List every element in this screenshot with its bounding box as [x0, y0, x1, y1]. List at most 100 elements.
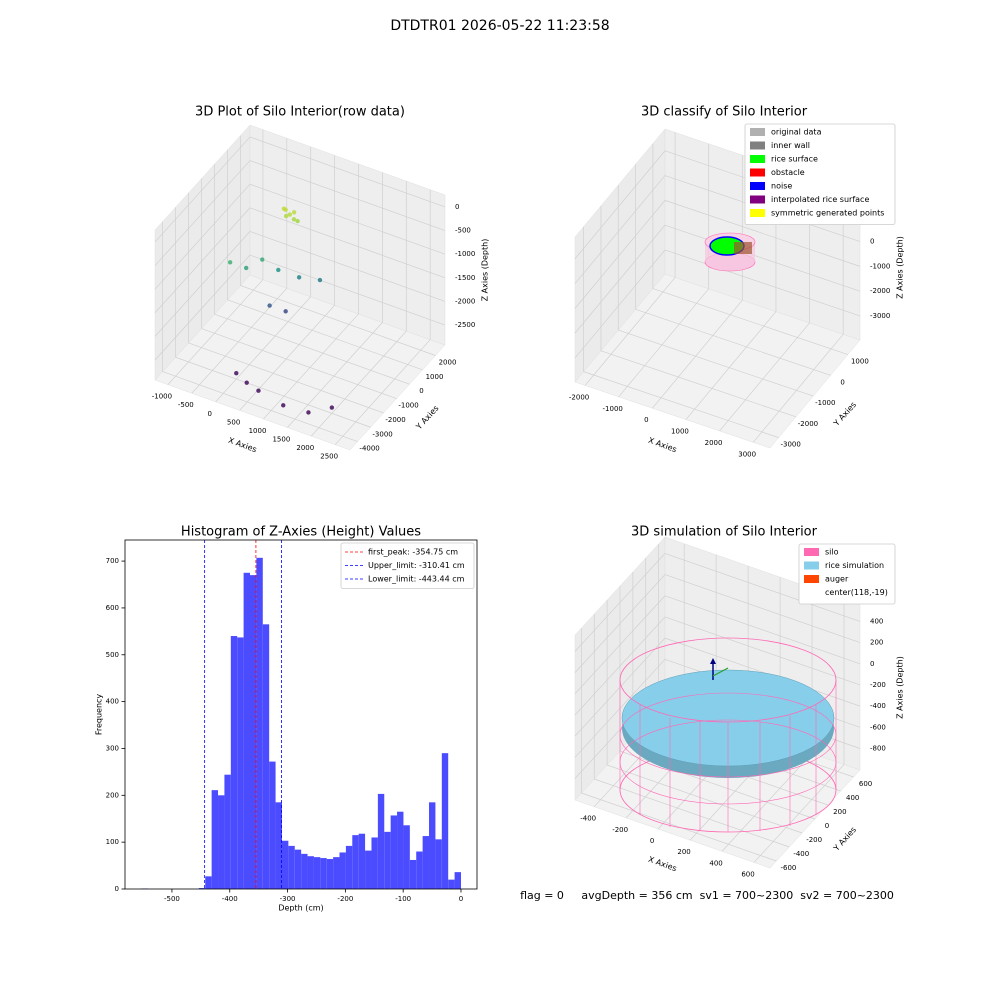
chart-title: 3D Plot of Silo Interior(row data)	[195, 105, 405, 120]
x-tick-label: 1500	[272, 436, 290, 444]
back-pane	[249, 124, 446, 346]
z-tick-label: -500	[455, 227, 471, 235]
bar	[390, 815, 398, 889]
x-tick-label: 0	[644, 416, 648, 424]
point	[287, 212, 293, 217]
silo-wireframe	[619, 680, 837, 832]
grid-line	[175, 356, 371, 428]
point	[291, 210, 297, 215]
z-tick-label: 200	[870, 639, 883, 647]
z-tick-label: -2500	[455, 321, 475, 329]
z-tick-label: -1500	[455, 274, 475, 282]
z-tick-label: 0	[455, 203, 459, 211]
silo-drawing	[619, 637, 837, 833]
grid-line	[618, 329, 814, 397]
z-tick-label: -1000	[870, 262, 890, 270]
y-tick-label: -2000	[385, 416, 405, 424]
figure-title: DTDTR01 2026-05-22 11:23:58	[390, 18, 609, 34]
z-tick-label: -2000	[870, 287, 890, 295]
grid-line	[635, 308, 831, 376]
bar	[256, 557, 263, 889]
y-tick-label: 0	[419, 387, 423, 395]
point	[243, 265, 249, 271]
bar	[294, 849, 302, 889]
z-axis-label: Z Axies (Depth)	[896, 236, 905, 299]
bar	[339, 852, 346, 889]
bar	[237, 637, 244, 889]
grid-line	[214, 313, 410, 385]
bar	[441, 753, 449, 889]
bar	[301, 853, 308, 889]
z-axis-label: Z Axies (Depth)	[896, 656, 905, 719]
z-tick-label: -400	[870, 702, 886, 710]
y-tick-label: 700	[106, 557, 119, 565]
point	[276, 267, 281, 273]
y-tick-label: 400	[846, 794, 859, 802]
legend-swatch	[750, 195, 765, 204]
x-tick-label: 2000	[296, 444, 314, 452]
status-text: flag = 0 avgDepth = 356 cm sv1 = 700~230…	[520, 889, 894, 902]
grid-line	[574, 616, 666, 716]
y-tick-label: 0	[825, 822, 829, 830]
grid-line	[574, 150, 666, 259]
bar	[230, 636, 238, 889]
bar	[269, 761, 276, 889]
point	[267, 303, 272, 308]
y-tick-label: -200	[806, 836, 822, 844]
grid-line	[583, 371, 779, 438]
y-tick-label: -400	[793, 850, 809, 858]
bar	[454, 872, 461, 889]
grid-line	[215, 296, 311, 403]
z-tick-label: -3000	[870, 312, 890, 320]
grid-line	[574, 574, 666, 673]
grid-line	[249, 136, 446, 208]
x-tick-label: 3000	[738, 450, 756, 458]
grid-line	[752, 334, 844, 443]
legend-label: symmetric generated points	[771, 209, 884, 218]
x-tick-label: 400	[709, 859, 722, 867]
y-tick-label: 100	[106, 838, 119, 846]
grid-line	[188, 342, 384, 414]
grid-line	[574, 175, 666, 284]
y-tick-label: -600	[780, 864, 796, 872]
x-tick-label: 500	[227, 418, 240, 426]
legend-swatch	[750, 209, 765, 217]
bar	[262, 624, 270, 889]
y-tick-label: 500	[106, 651, 119, 659]
legend-label: first_peak: -354.75 cm	[368, 548, 458, 557]
legend-label: inner wall	[771, 141, 810, 150]
x-tick-label: 0	[207, 410, 211, 418]
z-tick-label: -1000	[455, 250, 475, 258]
point	[283, 213, 289, 219]
legend-label: original data	[771, 128, 822, 137]
z-tick-label: 0	[870, 660, 874, 668]
auger-arm	[712, 667, 729, 677]
y-tick-label: -4000	[359, 445, 379, 453]
grid-line	[154, 254, 251, 361]
grid-line	[664, 616, 861, 686]
z-tick-label: -600	[870, 723, 886, 731]
legend-swatch	[804, 575, 819, 583]
legend-swatch	[750, 168, 765, 177]
grid-line	[607, 764, 803, 834]
bar	[358, 833, 366, 889]
grid-line	[154, 207, 251, 314]
chart-title: 3D simulation of Silo Interior	[631, 525, 818, 540]
bar	[429, 802, 436, 889]
grid-line	[664, 200, 861, 267]
point	[317, 277, 323, 283]
grid-line	[249, 231, 446, 302]
bar	[371, 837, 378, 889]
grid-line	[249, 183, 446, 255]
x-tick-label: 200	[677, 848, 690, 856]
y-tick-label: 0	[840, 378, 844, 386]
x-tick-label: -2000	[569, 393, 589, 401]
x-tick-label: 2500	[320, 453, 338, 461]
point	[329, 405, 335, 410]
y-tick-label: -1000	[398, 402, 418, 410]
point	[256, 388, 261, 393]
bar	[435, 839, 442, 889]
point	[234, 371, 239, 376]
point	[283, 309, 288, 314]
